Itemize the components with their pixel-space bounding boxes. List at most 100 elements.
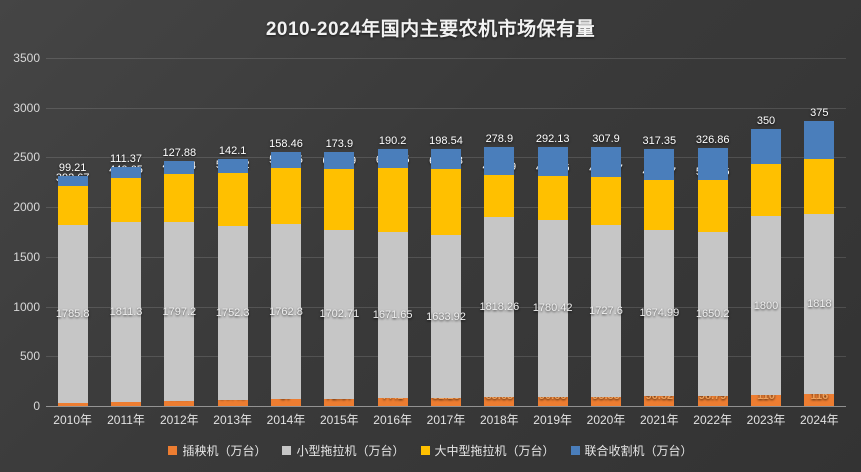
bar-group[interactable]: 82.231633.92670.08198.54 bbox=[426, 58, 466, 406]
bar-segment-combine-harvester[interactable] bbox=[591, 146, 621, 178]
bar-segment-small-tractor[interactable] bbox=[697, 232, 728, 397]
bar-segment-combine-harvester[interactable] bbox=[751, 128, 781, 164]
bar-segment-small-tractor[interactable] bbox=[644, 229, 675, 397]
y-axis-tick-label: 1000 bbox=[13, 299, 40, 314]
bar-segment-rice-transplanter[interactable] bbox=[164, 400, 195, 406]
bar-segment-combine-harvester[interactable] bbox=[431, 149, 461, 169]
bars-layer: 33.31785.8392.6799.21 42.71811.3440.65111… bbox=[46, 58, 846, 406]
legend-item[interactable]: 大中型拖拉机（万台） bbox=[420, 442, 555, 459]
bar-segment-small-tractor[interactable] bbox=[591, 224, 621, 397]
bar-segment-large-tractor[interactable] bbox=[484, 174, 515, 217]
bar-group[interactable]: 85.651818.26421.99278.9 bbox=[479, 58, 519, 406]
bar-segment-combine-harvester[interactable] bbox=[377, 149, 408, 168]
y-axis-tick-label: 1500 bbox=[13, 249, 40, 264]
bar-value-label-combine-harvester: 375 bbox=[810, 107, 829, 120]
chart-legend: 插秧机（万台） 小型拖拉机（万台） 大中型拖拉机（万台） 联合收割机（万台） bbox=[0, 442, 861, 459]
bar-segment-rice-transplanter[interactable] bbox=[431, 397, 461, 406]
bar-segment-combine-harvester[interactable] bbox=[697, 147, 728, 181]
x-axis-tick-label: 2011年 bbox=[107, 413, 145, 427]
bar-segment-combine-harvester[interactable] bbox=[324, 151, 355, 170]
bar-segment-large-tractor[interactable] bbox=[751, 163, 781, 217]
legend-item[interactable]: 小型拖拉机（万台） bbox=[282, 442, 405, 459]
bar-segment-large-tractor[interactable] bbox=[377, 167, 408, 233]
bar-group[interactable]: 60.451752.3527.02142.1 bbox=[216, 58, 249, 406]
bar-segment-large-tractor[interactable] bbox=[164, 173, 195, 223]
bar-segment-small-tractor[interactable] bbox=[164, 222, 195, 401]
bar-segment-rice-transplanter[interactable] bbox=[644, 396, 675, 406]
bar-group[interactable]: 1161818555375 bbox=[804, 58, 835, 406]
bar-group[interactable]: 90.661780.42443.86292.13 bbox=[533, 58, 573, 406]
y-axis-tick-label: 3000 bbox=[13, 100, 40, 115]
bar-group[interactable]: 42.71811.3440.65111.37 bbox=[109, 58, 143, 406]
bar-segment-combine-harvester[interactable] bbox=[537, 146, 568, 176]
bar-segment-large-tractor[interactable] bbox=[697, 180, 728, 233]
bar-group[interactable]: 96.321674.99498.07317.35 bbox=[639, 58, 679, 406]
bar-segment-small-tractor[interactable] bbox=[111, 221, 141, 402]
bar-segment-combine-harvester[interactable] bbox=[644, 148, 675, 181]
bar-segment-small-tractor[interactable] bbox=[57, 225, 88, 403]
bar-segment-small-tractor[interactable] bbox=[751, 216, 781, 396]
x-axis-tick-label: 2016年 bbox=[373, 413, 413, 427]
bar-group[interactable]: 1101800527350 bbox=[751, 58, 781, 406]
bar-group[interactable]: 671762.8567.95158.46 bbox=[269, 58, 303, 406]
bar-group[interactable]: 98.791650.2522.86326.86 bbox=[695, 58, 730, 406]
x-axis-tick-label: 2017年 bbox=[426, 413, 466, 427]
bar-segment-large-tractor[interactable] bbox=[431, 168, 461, 236]
plot-area: 33.31785.8392.6799.21 42.71811.3440.65111… bbox=[46, 58, 846, 407]
bar-group[interactable]: 72.571702.71607.29173.9 bbox=[319, 58, 359, 406]
bar-segment-small-tractor[interactable] bbox=[431, 235, 461, 398]
bar-value-label-combine-harvester: 326.86 bbox=[695, 133, 730, 146]
bar-segment-large-tractor[interactable] bbox=[591, 177, 621, 225]
bar-segment-rice-transplanter[interactable] bbox=[537, 397, 568, 406]
bar-segment-combine-harvester[interactable] bbox=[217, 159, 248, 174]
bar-segment-combine-harvester[interactable] bbox=[57, 176, 88, 187]
bar-segment-rice-transplanter[interactable] bbox=[804, 394, 835, 406]
bar-segment-combine-harvester[interactable] bbox=[484, 147, 515, 175]
bar-segment-large-tractor[interactable] bbox=[217, 173, 248, 226]
bar-segment-combine-harvester[interactable] bbox=[111, 166, 141, 178]
x-axis-tick-label: 2014年 bbox=[266, 413, 306, 427]
legend-label: 联合收割机（万台） bbox=[584, 444, 693, 458]
x-axis-tick-label: 2024年 bbox=[799, 413, 839, 427]
bar-segment-rice-transplanter[interactable] bbox=[57, 402, 88, 406]
bar-segment-large-tractor[interactable] bbox=[324, 169, 355, 230]
bar-segment-large-tractor[interactable] bbox=[57, 186, 88, 226]
bar-segment-small-tractor[interactable] bbox=[271, 224, 301, 400]
bar-segment-rice-transplanter[interactable] bbox=[271, 399, 301, 406]
legend-swatch-icon bbox=[570, 446, 580, 455]
legend-item[interactable]: 联合收割机（万台） bbox=[570, 442, 693, 459]
x-axis-tick-label: 2019年 bbox=[533, 413, 573, 427]
bar-segment-rice-transplanter[interactable] bbox=[111, 401, 141, 406]
bar-segment-small-tractor[interactable] bbox=[484, 216, 515, 398]
bar-segment-small-tractor[interactable] bbox=[377, 232, 408, 399]
bar-segment-combine-harvester[interactable] bbox=[164, 161, 195, 174]
bar-group[interactable]: 51.31797.2485.24127.88 bbox=[163, 58, 196, 406]
bar-segment-small-tractor[interactable] bbox=[537, 219, 568, 397]
x-axis-tick-label: 2022年 bbox=[693, 413, 733, 427]
legend-label: 插秧机（万台） bbox=[182, 444, 267, 458]
bar-group[interactable]: 33.31785.8392.6799.21 bbox=[56, 58, 89, 406]
bar-segment-rice-transplanter[interactable] bbox=[377, 398, 408, 406]
bar-segment-large-tractor[interactable] bbox=[111, 177, 141, 222]
bar-segment-large-tractor[interactable] bbox=[644, 180, 675, 230]
bar-segment-rice-transplanter[interactable] bbox=[324, 398, 355, 406]
chart-title: 2010-2024年国内主要农机市场保有量 bbox=[265, 19, 596, 40]
bar-segment-combine-harvester[interactable] bbox=[271, 151, 301, 168]
bar-segment-rice-transplanter[interactable] bbox=[484, 397, 515, 406]
bar-group[interactable]: 95.331727.6477.27307.9 bbox=[589, 58, 623, 406]
bar-segment-small-tractor[interactable] bbox=[217, 225, 248, 400]
bar-segment-small-tractor[interactable] bbox=[804, 213, 835, 395]
bar-segment-rice-transplanter[interactable] bbox=[591, 396, 621, 406]
bar-segment-combine-harvester[interactable] bbox=[804, 121, 835, 159]
bar-segment-small-tractor[interactable] bbox=[324, 229, 355, 399]
bar-segment-large-tractor[interactable] bbox=[804, 158, 835, 214]
legend-swatch-icon bbox=[168, 446, 178, 455]
bar-segment-rice-transplanter[interactable] bbox=[217, 400, 248, 406]
bar-segment-rice-transplanter[interactable] bbox=[697, 396, 728, 406]
bar-segment-rice-transplanter[interactable] bbox=[751, 395, 781, 406]
bar-segment-large-tractor[interactable] bbox=[271, 167, 301, 225]
bar-segment-large-tractor[interactable] bbox=[537, 175, 568, 220]
y-axis-tick-label: 500 bbox=[19, 349, 40, 364]
bar-group[interactable]: 77.11671.65645.35190.2 bbox=[373, 58, 413, 406]
legend-item[interactable]: 插秧机（万台） bbox=[168, 442, 266, 459]
